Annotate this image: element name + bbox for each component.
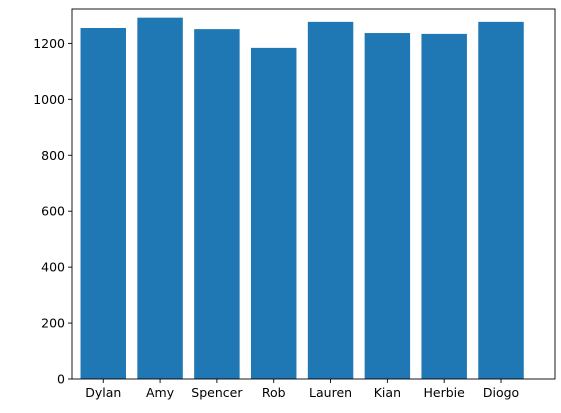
y-tick-label: 0 [57,372,65,387]
bar-spencer [194,29,240,380]
y-tick-label: 1000 [33,92,65,107]
x-tick-label: Amy [146,385,175,400]
bar-diogo [478,21,524,379]
y-tick-label: 600 [41,204,65,219]
bar-kian [364,33,411,380]
bar-amy [137,17,183,380]
x-tick-label: Rob [262,385,286,400]
bar-dylan [80,28,126,379]
x-tick-label: Dylan [85,385,121,400]
x-tick-label: Spencer [191,385,243,400]
x-tick-label: Lauren [309,385,352,400]
plot-frame [71,8,556,380]
bar-rob [250,47,297,379]
y-tick-label: 1200 [33,36,65,51]
bar-lauren [307,21,354,379]
bar-herbie [421,33,467,379]
x-tick-label: Herbie [424,385,466,400]
y-tick-label: 200 [41,316,65,331]
x-tick-label: Kian [374,385,401,400]
y-axis: 0 200 400 600 800 1000 1200 [33,36,72,387]
y-tick-label: 800 [41,148,65,163]
x-tick-label: Diogo [483,385,519,400]
y-tick-label: 400 [41,260,65,275]
bar-series [80,17,524,380]
x-axis: Dylan Amy Spencer Rob Lauren Kian Herbie Diogo [85,379,519,400]
